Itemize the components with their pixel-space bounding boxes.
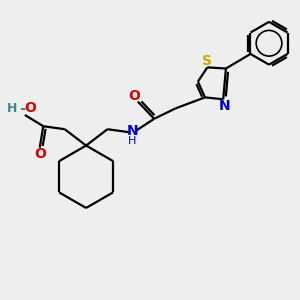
Text: O: O	[34, 147, 46, 161]
Text: H: H	[128, 136, 137, 146]
Text: N: N	[127, 124, 138, 138]
Text: S: S	[202, 54, 212, 68]
Text: O: O	[128, 88, 140, 103]
Text: O: O	[24, 101, 36, 116]
Text: N: N	[219, 99, 230, 113]
Text: -: -	[19, 101, 25, 116]
Text: H: H	[7, 102, 18, 115]
